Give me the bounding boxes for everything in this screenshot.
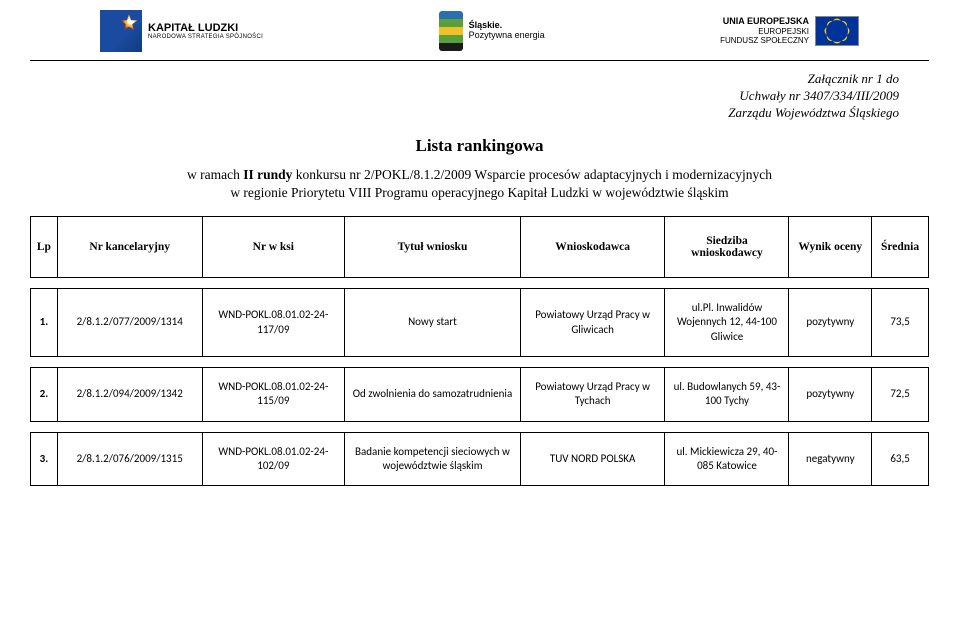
annex-block: Załącznik nr 1 do Uchwały nr 3407/334/II… [0, 61, 959, 122]
logo-eu: UNIA EUROPEJSKA EUROPEJSKI FUNDUSZ SPOŁE… [720, 16, 859, 46]
eu-flag-icon [815, 16, 859, 46]
cell-lp: 1. [31, 289, 58, 357]
eu-top: UNIA EUROPEJSKA [720, 16, 809, 27]
subtitle-prefix: w ramach [187, 167, 243, 182]
cell-result: pozytywny [789, 289, 872, 357]
cell-ksi: WND-POKL.08.01.02-24-117/09 [202, 289, 345, 357]
header-logos: KAPITAŁ LUDZKI NARODOWA STRATEGIA SPÓJNO… [30, 0, 929, 61]
cell-title: Od zwolnienia do samozatrudnienia [345, 368, 521, 422]
eu-bot: FUNDUSZ SPOŁECZNY [720, 36, 809, 46]
cell-ksi: WND-POKL.08.01.02-24-102/09 [202, 432, 345, 486]
col-avg: Średnia [872, 217, 929, 278]
col-applicant: Wnioskodawca [520, 217, 665, 278]
logo-kapital-ludzki: KAPITAŁ LUDZKI NARODOWA STRATEGIA SPÓJNO… [100, 10, 263, 52]
cell-result: pozytywny [789, 368, 872, 422]
col-ksi: Nr w ksi [202, 217, 345, 278]
annex-line1: Załącznik nr 1 do [0, 71, 899, 88]
annex-line3: Zarządu Województwa Śląskiego [0, 105, 899, 122]
page-title: Lista rankingowa [0, 122, 959, 156]
col-chancery: Nr kancelaryjny [57, 217, 202, 278]
col-title: Tytuł wniosku [345, 217, 521, 278]
cell-applicant: Powiatowy Urząd Pracy w Tychach [520, 368, 665, 422]
cell-avg: 63,5 [872, 432, 929, 486]
cell-title: Nowy start [345, 289, 521, 357]
subtitle-line2: w regionie Priorytetu VIII Programu oper… [90, 184, 869, 202]
cell-applicant: TUV NORD POLSKA [520, 432, 665, 486]
table-row: 1. 2/8.1.2/077/2009/1314 WND-POKL.08.01.… [30, 288, 929, 357]
logo-slaskie: Śląskie. Pozytywna energia [439, 11, 545, 51]
cell-result: negatywny [789, 432, 872, 486]
kl-star-icon [100, 10, 142, 52]
cell-avg: 72,5 [872, 368, 929, 422]
cell-avg: 73,5 [872, 289, 929, 357]
table-row: 3. 2/8.1.2/076/2009/1315 WND-POKL.08.01.… [30, 432, 929, 487]
col-lp: Lp [31, 217, 58, 278]
table-header: Lp Nr kancelaryjny Nr w ksi Tytuł wniosk… [30, 216, 929, 278]
col-result: Wynik oceny [789, 217, 872, 278]
annex-line2: Uchwały nr 3407/334/III/2009 [0, 88, 899, 105]
cell-address: ul. Mickiewicza 29, 40-085 Katowice [665, 432, 789, 486]
cell-address: ul.Pl. Inwalidów Wojennych 12, 44-100 Gl… [665, 289, 789, 357]
eu-mid: EUROPEJSKI [720, 27, 809, 37]
col-address: Siedziba wnioskodawcy [665, 217, 789, 278]
cell-title: Badanie kompetencji sieciowych w wojewód… [345, 432, 521, 486]
cell-chancery: 2/8.1.2/076/2009/1315 [57, 432, 202, 486]
subtitle-rest: konkursu nr 2/POKL/8.1.2/2009 Wsparcie p… [296, 167, 772, 182]
cell-ksi: WND-POKL.08.01.02-24-115/09 [202, 368, 345, 422]
table-row: 2. 2/8.1.2/094/2009/1342 WND-POKL.08.01.… [30, 367, 929, 422]
cell-chancery: 2/8.1.2/077/2009/1314 [57, 289, 202, 357]
cell-lp: 3. [31, 432, 58, 486]
cell-address: ul. Budowlanych 59, 43-100 Tychy [665, 368, 789, 422]
cell-lp: 2. [31, 368, 58, 422]
subtitle-bold: II rundy [243, 167, 296, 182]
subtitle-block: w ramach II rundy konkursu nr 2/POKL/8.1… [0, 156, 959, 202]
kl-subtitle: NARODOWA STRATEGIA SPÓJNOŚCI [148, 34, 263, 40]
cell-chancery: 2/8.1.2/094/2009/1342 [57, 368, 202, 422]
cell-applicant: Powiatowy Urząd Pracy w Gliwicach [520, 289, 665, 357]
kl-title: KAPITAŁ LUDZKI [148, 22, 263, 34]
slaskie-colorbar-icon [439, 11, 463, 51]
slaskie-sub: Pozytywna energia [469, 31, 545, 41]
